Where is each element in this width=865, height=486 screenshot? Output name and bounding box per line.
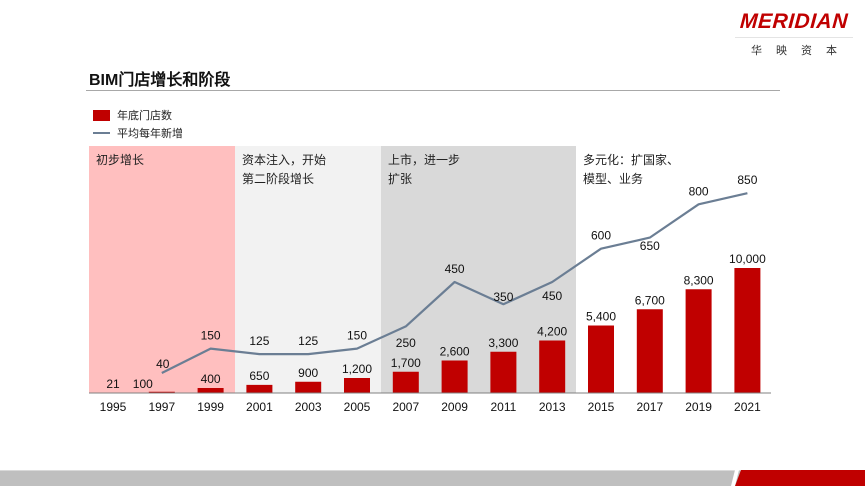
x-tick-2003: 2003 — [295, 400, 322, 414]
bar-label-2003: 900 — [298, 366, 318, 380]
bar-2021 — [734, 268, 761, 393]
bar-swatch-icon — [93, 109, 110, 121]
line-label-2005: 150 — [347, 329, 367, 343]
footer-accent — [735, 470, 865, 486]
phase-label-4: 多元化：扩国家、 模型、业务 — [583, 153, 680, 186]
bar-2007 — [392, 371, 419, 393]
x-tick-2005: 2005 — [344, 400, 371, 414]
logo-divider — [735, 37, 853, 38]
line-label-2015: 600 — [591, 229, 611, 243]
bar-2013 — [539, 340, 566, 393]
x-tick-2007: 2007 — [392, 400, 419, 414]
phase-label-1: 初步增长 — [96, 153, 145, 167]
legend-item-line: 平均每年新增 — [93, 124, 183, 142]
line-label-2011: 350 — [493, 290, 513, 304]
phase-label-2: 资本注入，开始 第二阶段增长 — [242, 153, 327, 186]
bar-value-labels: 21 100 400 650 900 1,200 1,700 2,600 3,300 4,200 5… — [106, 252, 766, 391]
x-tick-2001: 2001 — [246, 400, 273, 414]
line-label-2019: 800 — [689, 184, 709, 198]
line-label-2001: 125 — [249, 334, 269, 348]
legend-item-bars: 年底门店数 — [93, 106, 183, 124]
meridian-logo: MERIDIAN 华映资本 — [735, 10, 853, 58]
bar-label-2021: 10,000 — [729, 252, 766, 266]
x-tick-1997: 1997 — [148, 400, 175, 414]
phase-band-4: 多元化：扩国家、 模型、业务 — [576, 146, 771, 393]
bar-2003 — [295, 381, 322, 393]
bar-2005 — [344, 378, 370, 393]
x-tick-2009: 2009 — [441, 400, 468, 414]
x-tick-1999: 1999 — [197, 400, 224, 414]
bar-2009 — [441, 360, 468, 393]
line-label-2013: 450 — [542, 289, 562, 303]
footer-divider — [731, 470, 739, 486]
bar-2017 — [636, 309, 663, 393]
legend-label-line: 平均每年新增 — [117, 127, 183, 140]
phase-band-2: 资本注入，开始 第二阶段增长 — [235, 146, 381, 393]
line-label-2003: 125 — [298, 334, 318, 348]
line-label-2009: 450 — [445, 262, 465, 276]
line-label-1997: 40 — [156, 357, 170, 371]
logo-cn-name: 华映资本 — [751, 44, 851, 57]
x-axis-ticks: 1995 1997 1999 2001 2003 2005 2007 2009 2011 2013… — [100, 400, 761, 414]
bar-1997 — [148, 391, 175, 393]
x-tick-2011: 2011 — [490, 400, 516, 414]
title-divider — [86, 90, 780, 91]
line-swatch-icon — [93, 132, 110, 134]
phase-band-1: 初步增长 — [89, 146, 235, 393]
bar-2019 — [685, 289, 712, 393]
bar-label-2017: 6,700 — [635, 293, 665, 307]
page-title: BIM门店增长和阶段 — [89, 72, 231, 89]
line-label-2021: 850 — [737, 173, 757, 187]
footer-bar — [0, 470, 865, 486]
bar-label-2015: 5,400 — [586, 310, 616, 324]
bar-label-1997: 100 — [133, 377, 153, 391]
bar-1999 — [197, 388, 224, 393]
bar-2001 — [246, 384, 273, 393]
x-tick-2013: 2013 — [539, 400, 566, 414]
line-label-2007: 250 — [396, 336, 416, 350]
bar-label-2007: 1,700 — [391, 356, 421, 370]
line-label-2017: 650 — [640, 239, 660, 253]
x-tick-2017: 2017 — [636, 400, 663, 414]
x-tick-2015: 2015 — [588, 400, 615, 414]
bar-2011 — [490, 351, 517, 393]
chart-legend: 年底门店数 平均每年新增 — [93, 106, 183, 142]
x-tick-1995: 1995 — [100, 400, 127, 414]
bar-label-2019: 8,300 — [684, 273, 714, 287]
x-tick-2019: 2019 — [685, 400, 712, 414]
phase-label-3: 上市，进一步 扩张 — [388, 153, 461, 186]
line-label-1999: 150 — [201, 329, 221, 343]
bar-label-2001: 650 — [249, 369, 269, 383]
line-series — [161, 192, 748, 374]
bar-label-2005: 1,200 — [342, 362, 372, 376]
bar-label-2013: 4,200 — [537, 325, 567, 339]
x-tick-2021: 2021 — [734, 400, 761, 414]
bar-label-2009: 2,600 — [440, 345, 470, 359]
bar-label-2011: 3,300 — [488, 336, 518, 350]
legend-label-bars: 年底门店数 — [117, 109, 172, 122]
line-value-labels: 40 150 125 125 150 250 450 350 450 600 650 800 850 — [156, 173, 758, 371]
bar-label-1999: 400 — [201, 372, 221, 386]
bar-2015 — [588, 325, 614, 393]
bar-series — [100, 268, 761, 393]
bar-label-1995: 21 — [106, 377, 120, 391]
